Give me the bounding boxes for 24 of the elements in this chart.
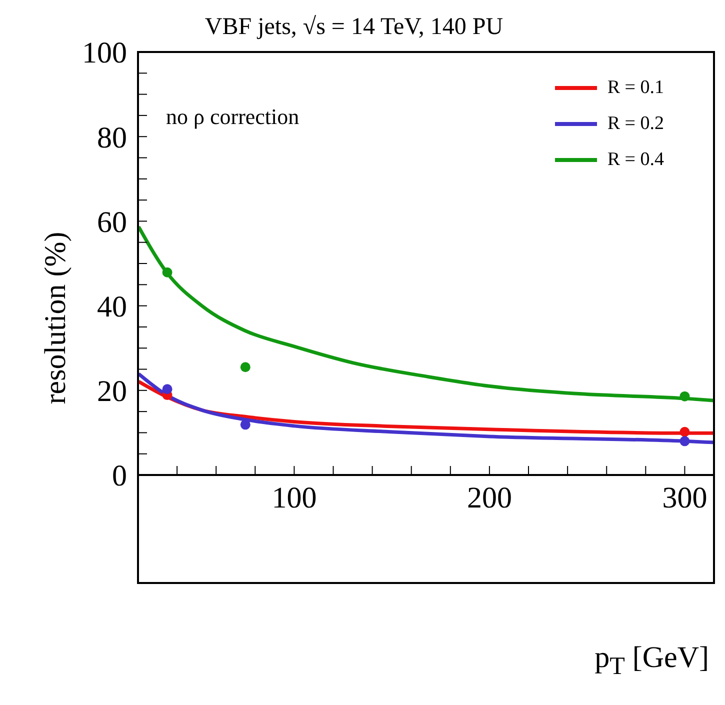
legend-label: R = 0.2 bbox=[607, 113, 664, 135]
x-tick-label: 200 bbox=[466, 481, 512, 514]
y-tick-label: 100 bbox=[82, 36, 127, 70]
legend-label: R = 0.4 bbox=[607, 149, 664, 171]
x-axis-title: p$_{T}$ [GeV] bbox=[594, 641, 709, 681]
line-series bbox=[138, 224, 714, 402]
y-tick-label: 80 bbox=[97, 121, 127, 154]
chart-title: VBF jets, √s = 14 TeV, 140 PU bbox=[204, 14, 504, 41]
point bbox=[162, 267, 172, 278]
x-tick-label: 300 bbox=[662, 481, 708, 514]
y-tick-label: 60 bbox=[97, 206, 127, 239]
point bbox=[162, 384, 172, 394]
y-tick-label: 0 bbox=[112, 460, 127, 493]
y-tick-label: 40 bbox=[97, 290, 127, 324]
x-tick-label: 100 bbox=[272, 481, 317, 514]
legend-label: R = 0.1 bbox=[607, 77, 664, 99]
annotation: no ρ correction bbox=[166, 104, 300, 130]
point bbox=[240, 420, 250, 430]
point bbox=[680, 436, 690, 446]
point bbox=[680, 426, 690, 437]
y-tick-label: 20 bbox=[97, 375, 127, 408]
point bbox=[240, 362, 250, 372]
y-axis-title: resolution (%) bbox=[39, 231, 73, 404]
point bbox=[680, 391, 690, 402]
